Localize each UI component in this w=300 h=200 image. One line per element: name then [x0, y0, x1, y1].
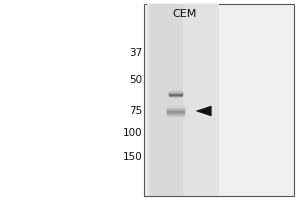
Text: CEM: CEM [172, 9, 197, 19]
FancyBboxPatch shape [144, 4, 294, 196]
FancyBboxPatch shape [147, 4, 219, 196]
Text: 150: 150 [123, 152, 142, 162]
Text: 37: 37 [129, 48, 142, 58]
Text: 75: 75 [129, 106, 142, 116]
Polygon shape [196, 106, 211, 116]
Text: 50: 50 [129, 75, 142, 85]
Text: 100: 100 [123, 128, 142, 138]
FancyBboxPatch shape [150, 4, 183, 196]
